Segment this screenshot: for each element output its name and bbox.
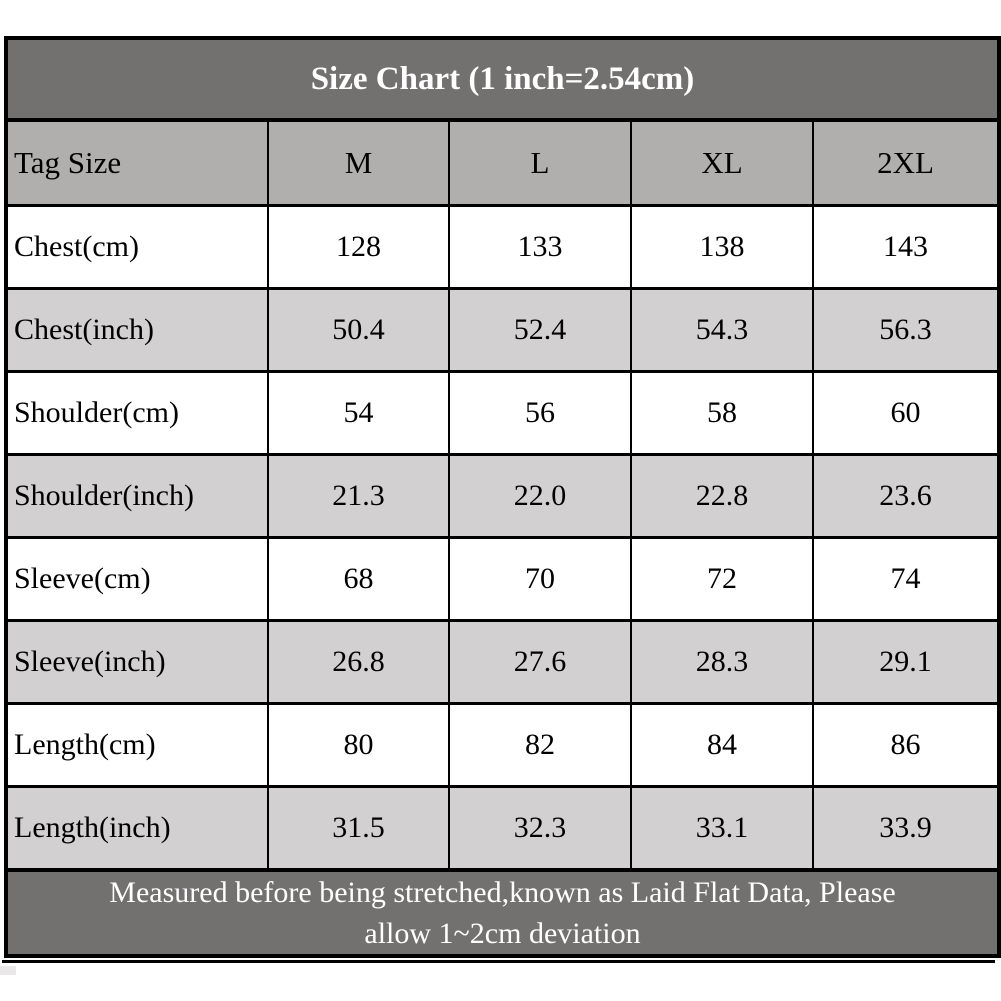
cell-value: 143 <box>812 204 1000 290</box>
row-label: Length(inch) <box>5 785 269 872</box>
table-row: Chest(inch) 50.4 52.4 54.3 56.3 <box>5 287 1000 373</box>
cell-value: 26.8 <box>267 619 450 705</box>
cell-value: 33.9 <box>812 785 1000 872</box>
cell-value: 80 <box>267 702 450 788</box>
cell-value: 50.4 <box>267 287 450 373</box>
cell-value: 33.1 <box>630 785 814 872</box>
row-label: Chest(cm) <box>5 204 269 290</box>
cell-value: 23.6 <box>812 453 1000 539</box>
cell-value: 52.4 <box>448 287 632 373</box>
row-label: Shoulder(inch) <box>5 453 269 539</box>
cell-value: 22.8 <box>630 453 814 539</box>
cell-value: 29.1 <box>812 619 1000 705</box>
cell-value: 138 <box>630 204 814 290</box>
cell-value: 54 <box>267 370 450 456</box>
column-header-row: Tag Size M L XL 2XL <box>5 118 1000 207</box>
cell-value: 56 <box>448 370 632 456</box>
table-row: Length(inch) 31.5 32.3 33.1 33.9 <box>5 785 1000 872</box>
cell-value: 68 <box>267 536 450 622</box>
corner-artifact-mark <box>0 966 16 975</box>
table-row: Shoulder(cm) 54 56 58 60 <box>5 370 1000 456</box>
cell-value: 70 <box>448 536 632 622</box>
measurement-note-line1: Measured before being stretched,known as… <box>109 876 896 909</box>
size-chart-table: Size Chart (1 inch=2.54cm) Tag Size M L XL 2… <box>4 36 1001 958</box>
cell-value: 31.5 <box>267 785 450 872</box>
table-row: Shoulder(inch) 21.3 22.0 22.8 23.6 <box>5 453 1000 539</box>
column-header-m: M <box>267 118 450 207</box>
cell-value: 22.0 <box>448 453 632 539</box>
row-label: Shoulder(cm) <box>5 370 269 456</box>
cell-value: 21.3 <box>267 453 450 539</box>
cell-value: 84 <box>630 702 814 788</box>
title-row: Size Chart (1 inch=2.54cm) <box>5 36 1000 122</box>
footer-row: Measured before being stretched,known as… <box>5 868 1000 958</box>
cell-value: 32.3 <box>448 785 632 872</box>
column-header-2xl: 2XL <box>812 118 1000 207</box>
cell-value: 86 <box>812 702 1000 788</box>
row-label: Length(cm) <box>5 702 269 788</box>
cell-value: 72 <box>630 536 814 622</box>
cell-value: 27.6 <box>448 619 632 705</box>
cell-value: 28.3 <box>630 619 814 705</box>
column-header-xl: XL <box>630 118 814 207</box>
table-row: Sleeve(cm) 68 70 72 74 <box>5 536 1000 622</box>
cell-value: 128 <box>267 204 450 290</box>
cell-value: 56.3 <box>812 287 1000 373</box>
row-label: Sleeve(cm) <box>5 536 269 622</box>
table-row: Chest(cm) 128 133 138 143 <box>5 204 1000 290</box>
row-label: Chest(inch) <box>5 287 269 373</box>
table-row: Sleeve(inch) 26.8 27.6 28.3 29.1 <box>5 619 1000 705</box>
column-header-tag-size: Tag Size <box>5 118 269 207</box>
bottom-divider-line <box>2 960 995 963</box>
row-label: Sleeve(inch) <box>5 619 269 705</box>
cell-value: 60 <box>812 370 1000 456</box>
table-row: Length(cm) 80 82 84 86 <box>5 702 1000 788</box>
cell-value: 54.3 <box>630 287 814 373</box>
cell-value: 58 <box>630 370 814 456</box>
column-header-l: L <box>448 118 632 207</box>
measurement-note-line2: allow 1~2cm deviation <box>364 917 641 950</box>
cell-value: 133 <box>448 204 632 290</box>
measurement-note: Measured before being stretched,known as… <box>5 868 1000 958</box>
cell-value: 82 <box>448 702 632 788</box>
size-chart-title: Size Chart (1 inch=2.54cm) <box>5 36 1000 122</box>
cell-value: 74 <box>812 536 1000 622</box>
